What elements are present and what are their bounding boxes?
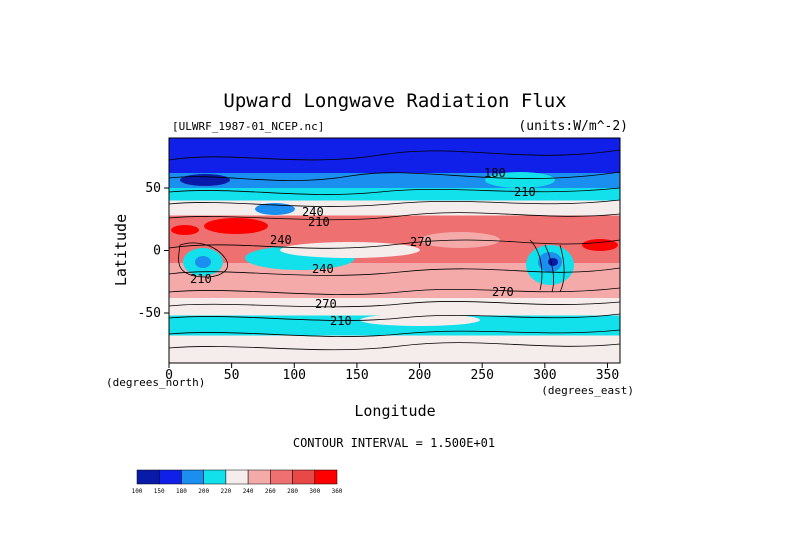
colorbar-level-label: 100 bbox=[132, 488, 143, 495]
contour-label: 210 bbox=[190, 272, 212, 286]
y-axis: 50 0 -50 bbox=[138, 181, 169, 321]
north-dark-patch bbox=[180, 174, 230, 186]
contour-label: 210 bbox=[308, 215, 330, 229]
y-tick-label: -50 bbox=[138, 306, 161, 321]
units-label: (units:W/m^-2) bbox=[518, 119, 628, 134]
contour-label: 270 bbox=[315, 297, 337, 311]
colorbar-swatch bbox=[292, 469, 316, 485]
file-label: [ULWRF_1987-01_NCEP.nc] bbox=[172, 120, 324, 133]
x-axis-title: Longitude bbox=[354, 402, 435, 420]
contour-line bbox=[169, 329, 620, 337]
contour-line bbox=[169, 199, 620, 207]
colorbar-swatch bbox=[158, 469, 182, 485]
contour-line bbox=[169, 342, 620, 351]
southern-ocean-cyan bbox=[180, 319, 280, 331]
africa-convection-core bbox=[195, 256, 211, 268]
contour-lines bbox=[169, 149, 620, 351]
contour-line bbox=[169, 301, 620, 308]
south-america-deep bbox=[548, 258, 558, 266]
contour-label: 270 bbox=[410, 235, 432, 249]
colorbar-level-label: 200 bbox=[198, 488, 209, 495]
warm-patch-atlantic bbox=[582, 239, 618, 251]
heat-band bbox=[169, 335, 620, 363]
x-tick-label: 50 bbox=[224, 368, 240, 383]
contour-line bbox=[169, 171, 620, 181]
y-axis-unit-label: (degrees_north) bbox=[106, 376, 205, 389]
x-tick-label: 100 bbox=[283, 368, 306, 383]
colorbar-level-label: 280 bbox=[287, 488, 298, 495]
contour-label: 180 bbox=[484, 166, 506, 180]
y-axis-title: Latitude bbox=[112, 214, 130, 286]
colorbar-swatch bbox=[225, 469, 249, 485]
contour-label: 240 bbox=[270, 233, 292, 247]
y-tick-label: 50 bbox=[145, 181, 161, 196]
contour-line bbox=[169, 212, 620, 221]
contour-label: 270 bbox=[492, 285, 514, 299]
colorbar-swatch bbox=[136, 469, 160, 485]
contour-line bbox=[529, 239, 565, 293]
colorbar-level-label: 260 bbox=[265, 488, 276, 495]
contour-label: 240 bbox=[312, 262, 334, 276]
colorbar-level-label: 150 bbox=[154, 488, 165, 495]
chart-title: Upward Longwave Radiation Flux bbox=[223, 90, 566, 112]
contour-label: 240 bbox=[302, 205, 324, 219]
colorbar-swatch bbox=[314, 469, 338, 485]
x-axis: 0 50 100 150 200 250 300 350 bbox=[165, 363, 619, 383]
colorbar-swatch bbox=[181, 469, 204, 485]
colorbar-level-label: 300 bbox=[309, 488, 320, 495]
heat-band bbox=[169, 315, 620, 336]
colorbar-level-label: 240 bbox=[243, 488, 254, 495]
contour-labels: 240 210 240 270 240 210 270 180 210 270 … bbox=[190, 166, 536, 328]
contour-line bbox=[169, 239, 620, 249]
colorbar-level-label: 180 bbox=[176, 488, 187, 495]
tibet-cold bbox=[255, 203, 295, 215]
y-tick-label: 0 bbox=[153, 244, 161, 259]
x-tick-label: 350 bbox=[596, 368, 619, 383]
colorbar-level-label: 220 bbox=[220, 488, 231, 495]
x-tick-label: 200 bbox=[408, 368, 431, 383]
contour-line bbox=[169, 149, 620, 161]
x-axis-unit-label: (degrees_east) bbox=[541, 384, 634, 397]
contour-label: 210 bbox=[514, 185, 536, 199]
north-cyan-patch bbox=[485, 172, 555, 188]
warm-patch-sahara bbox=[204, 218, 268, 234]
warm-patch-west bbox=[171, 225, 199, 235]
southern-ocean-white bbox=[360, 314, 480, 326]
spcz-pink bbox=[410, 265, 470, 285]
contour-line bbox=[169, 313, 620, 321]
heatmap-plot-area: 240 210 240 270 240 210 270 180 210 270 … bbox=[169, 138, 620, 363]
colorbar: 100 150 180 200 220 240 260 280 300 360 bbox=[132, 469, 343, 495]
contour-interval-text: CONTOUR INTERVAL = 1.500E+01 bbox=[293, 436, 495, 450]
x-tick-label: 300 bbox=[533, 368, 556, 383]
colorbar-swatch bbox=[203, 469, 227, 485]
heat-band bbox=[169, 200, 620, 216]
x-tick-label: 250 bbox=[470, 368, 493, 383]
heat-band bbox=[169, 188, 620, 201]
contour-line bbox=[169, 287, 620, 295]
contour-line bbox=[178, 242, 228, 278]
heat-band bbox=[169, 298, 620, 316]
colorbar-swatch bbox=[247, 469, 271, 485]
x-tick-label: 0 bbox=[165, 368, 173, 383]
x-tick-label: 150 bbox=[345, 368, 368, 383]
colorbar-level-label: 360 bbox=[332, 488, 343, 495]
colorbar-swatch bbox=[270, 469, 293, 485]
contour-label: 210 bbox=[330, 314, 352, 328]
contour-line bbox=[169, 187, 620, 195]
